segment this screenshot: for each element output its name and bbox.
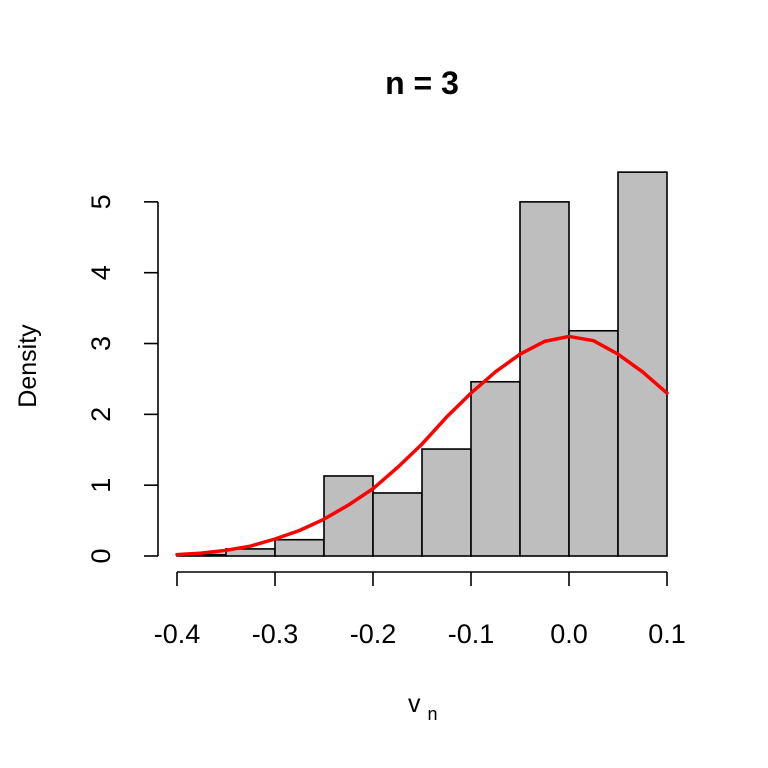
- histogram-bar: [519, 201, 570, 557]
- density-curve-layer: [175, 334, 669, 557]
- y-tick-label: 4: [86, 265, 116, 280]
- y-tick-label: 2: [86, 407, 116, 422]
- x-tick-label: -0.4: [154, 619, 201, 649]
- y-axis: 0 1 2 3 4 5: [86, 194, 159, 564]
- y-tick-label: 0: [86, 548, 116, 563]
- x-tick-label: -0.2: [350, 619, 397, 649]
- y-tick-label: 3: [86, 336, 116, 351]
- x-axis-label-subscript: n: [427, 704, 437, 724]
- y-tick-label: 1: [86, 478, 116, 493]
- histogram-bar: [274, 538, 325, 557]
- histogram-bar: [568, 329, 619, 557]
- x-tick-label: 0.1: [648, 619, 686, 649]
- x-tick-label: -0.3: [252, 619, 299, 649]
- x-tick-label: 0.0: [550, 619, 588, 649]
- histogram-bar: [617, 171, 668, 557]
- histogram-bars: [176, 171, 668, 557]
- x-axis-label: v n: [408, 690, 437, 724]
- y-axis-label: Density: [14, 324, 42, 408]
- x-axis-label-main: v: [408, 690, 421, 718]
- x-tick-label: -0.1: [448, 619, 495, 649]
- histogram-bar: [372, 492, 423, 557]
- density-curve: [175, 334, 669, 557]
- y-tick-label: 5: [86, 194, 116, 209]
- x-axis: -0.4 -0.3 -0.2 -0.1 0.0 0.1: [154, 571, 686, 649]
- chart-title: n = 3: [385, 65, 459, 101]
- histogram-bar: [421, 448, 472, 557]
- histogram-bar: [470, 380, 521, 557]
